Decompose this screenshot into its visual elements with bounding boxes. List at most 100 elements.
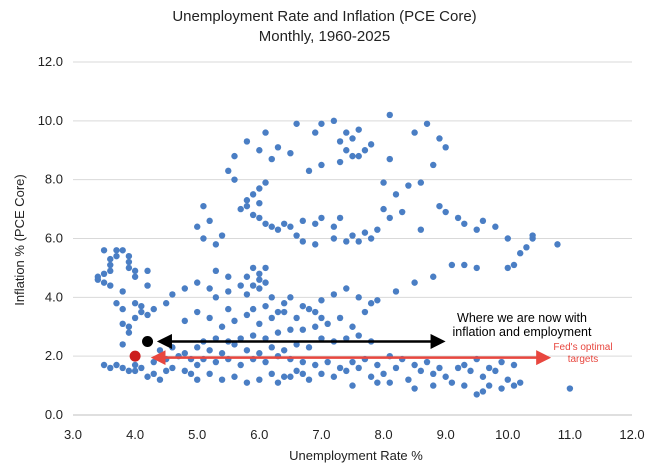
data-point <box>517 379 524 386</box>
data-point <box>312 361 319 369</box>
data-point <box>367 141 375 148</box>
data-point <box>312 220 319 227</box>
data-point <box>299 302 307 310</box>
data-point <box>268 370 275 378</box>
data-point <box>119 305 126 313</box>
data-point <box>442 373 449 380</box>
data-point <box>330 223 338 230</box>
data-point <box>305 167 313 175</box>
data-point <box>249 332 257 339</box>
data-point <box>510 382 518 389</box>
x-tick-label: 8.0 <box>375 427 393 442</box>
data-point <box>479 388 487 395</box>
data-point <box>280 300 288 307</box>
data-point <box>498 385 505 392</box>
data-point <box>423 120 431 127</box>
y-tick-label: 10.0 <box>38 113 63 128</box>
data-point <box>194 344 201 351</box>
data-point <box>436 135 443 142</box>
data-point <box>467 367 474 375</box>
data-point <box>411 279 418 286</box>
data-point <box>125 323 133 330</box>
data-point <box>194 361 201 369</box>
data-point <box>262 264 269 272</box>
data-point <box>131 314 139 322</box>
data-point <box>299 217 307 225</box>
data-point <box>181 367 188 375</box>
data-point <box>448 379 456 386</box>
data-point <box>194 308 201 316</box>
data-point <box>100 247 108 254</box>
data-point <box>349 152 356 160</box>
data-point <box>411 129 418 136</box>
data-point <box>218 376 226 383</box>
data-point <box>386 155 393 163</box>
x-tick-label: 9.0 <box>437 427 455 442</box>
data-point <box>355 364 362 372</box>
data-point <box>361 308 369 316</box>
data-point <box>144 267 151 275</box>
data-point <box>349 232 356 239</box>
data-point <box>212 267 220 275</box>
data-point <box>293 314 300 322</box>
data-point <box>225 288 232 295</box>
data-point <box>131 361 139 369</box>
data-point <box>150 370 157 378</box>
data-point <box>225 273 232 280</box>
data-point <box>343 285 350 292</box>
x-tick-label: 12.0 <box>619 427 644 442</box>
data-point <box>349 135 356 142</box>
data-point <box>150 305 157 313</box>
data-point <box>256 147 263 154</box>
data-point <box>131 273 139 280</box>
data-point <box>125 252 133 260</box>
data-point <box>386 111 393 119</box>
data-point <box>262 220 269 227</box>
data-point <box>113 300 120 307</box>
data-point <box>411 385 418 392</box>
data-point <box>442 208 449 216</box>
data-point <box>162 367 170 375</box>
data-point <box>336 214 344 222</box>
data-point <box>287 223 294 230</box>
data-point <box>423 358 431 366</box>
data-point <box>287 294 294 301</box>
data-point <box>107 255 114 263</box>
y-tick-label: 6.0 <box>45 231 63 246</box>
data-point <box>231 373 238 380</box>
data-point <box>268 223 275 230</box>
data-point <box>249 282 257 289</box>
data-point <box>119 320 126 328</box>
data-point <box>355 152 362 160</box>
data-point <box>330 373 338 380</box>
data-point <box>498 358 505 366</box>
data-point <box>318 214 325 222</box>
data-point <box>231 317 238 325</box>
data-point <box>287 326 294 333</box>
data-point <box>206 370 213 378</box>
data-point <box>218 232 226 239</box>
data-point <box>473 264 480 272</box>
data-point <box>454 214 462 222</box>
data-point <box>280 308 288 316</box>
data-point <box>206 217 213 225</box>
y-tick-label: 2.0 <box>45 348 63 363</box>
data-point <box>100 361 108 369</box>
data-point <box>299 238 307 245</box>
data-point <box>268 344 275 351</box>
data-point <box>249 191 257 198</box>
data-point <box>274 308 282 316</box>
data-point <box>293 232 300 239</box>
data-point <box>355 126 362 133</box>
data-point <box>312 308 319 316</box>
data-point <box>312 241 319 248</box>
data-point <box>318 120 325 127</box>
data-point <box>343 129 350 136</box>
target-annotation-line2: targets <box>568 354 599 365</box>
data-point <box>355 332 362 339</box>
data-point <box>138 308 145 316</box>
data-point <box>485 382 493 389</box>
data-point <box>243 291 251 298</box>
x-tick-label: 6.0 <box>250 427 268 442</box>
